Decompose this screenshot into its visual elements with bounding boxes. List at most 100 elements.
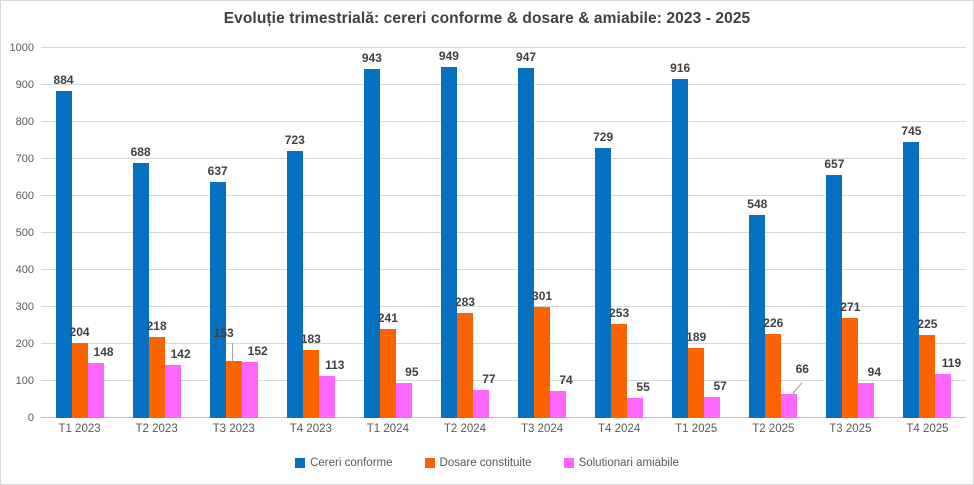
x-axis-label: T3 2024 (520, 423, 564, 435)
bar-value-label: 301 (532, 288, 553, 303)
legend-swatch-icon (424, 458, 435, 468)
bar-cereri-conforme[interactable]: 943 (362, 51, 382, 418)
bar-dosare-constituite[interactable]: 241 (378, 311, 398, 418)
bar-cluster: 916 189 57 (670, 61, 727, 418)
legend-item-solutionari-amiabile[interactable]: Solutionari amiabile (563, 457, 679, 469)
bar-solutionari-amiabile[interactable]: 113 (318, 358, 344, 418)
legend-item-dosare-constituite[interactable]: Dosare constituite (424, 457, 532, 469)
bar-group: 947 301 74 (504, 48, 581, 418)
x-axis-label: T4 2025 (906, 423, 949, 435)
bar-solutionari-amiabile[interactable]: 152 (241, 344, 268, 418)
gridline (41, 269, 966, 270)
bar-cluster: 657 271 94 (824, 157, 881, 418)
gridline (41, 158, 966, 159)
bar-dosare-constituite[interactable]: 183 (301, 332, 321, 418)
bar-cluster: 729 253 55 (593, 130, 650, 418)
bar-dosare-constituite[interactable]: 225 (917, 317, 937, 418)
bar-cereri-conforme[interactable]: 729 (593, 130, 613, 418)
bar-solutionari-amiabile[interactable]: 57 (704, 379, 727, 418)
bar-solutionari-amiabile[interactable]: 95 (395, 365, 419, 418)
bar-cluster: 947 301 74 (516, 50, 573, 418)
y-tick-label: 600 (15, 190, 34, 202)
chart-title: Evoluție trimestrială: cereri conforme &… (223, 10, 751, 27)
x-axis-label: T1 2024 (366, 423, 409, 435)
bar-solutionari-amiabile[interactable]: 55 (627, 380, 650, 418)
bar-dosare-constituite[interactable]: 153 (214, 326, 242, 418)
bar-group: 745 225 119 (889, 48, 966, 418)
bar-cluster: 943 241 95 (362, 51, 419, 418)
bar-solutionari-amiabile[interactable]: 142 (164, 347, 191, 418)
y-axis: 0 100 200 300 400 500 600 700 800 900 1000 (1, 42, 34, 424)
bar-dosare-constituite[interactable]: 189 (686, 330, 706, 418)
bar-value-label: 142 (170, 347, 191, 362)
bar-value-label: 688 (130, 145, 151, 160)
bar-cereri-conforme[interactable]: 688 (131, 145, 151, 418)
label-leader-line (792, 381, 803, 394)
y-tick-label: 500 (15, 227, 34, 239)
bar-group: 949 283 77 (426, 48, 503, 418)
legend-item-cereri-conforme[interactable]: Cereri conforme (295, 457, 393, 469)
bar-solutionari-amiabile[interactable]: 94 (858, 365, 881, 418)
y-tick-label: 800 (15, 116, 34, 128)
bar-cereri-conforme[interactable]: 916 (670, 61, 690, 418)
bar-cereri-conforme[interactable]: 723 (285, 133, 305, 418)
bar-value-label: 204 (69, 324, 90, 339)
bar-cereri-conforme[interactable]: 949 (439, 49, 459, 418)
bar-value-label: 283 (454, 295, 475, 310)
bar-value-label: 943 (361, 51, 382, 66)
bar-value-label: 916 (670, 61, 691, 76)
bar-cluster: 949 283 77 (439, 49, 496, 418)
bar-dosare-constituite[interactable]: 218 (147, 319, 167, 418)
x-axis-line (41, 417, 966, 418)
bar-group: 688 218 142 (118, 48, 195, 418)
bar-cereri-conforme[interactable]: 657 (824, 157, 844, 418)
x-axis-label: T4 2023 (289, 423, 332, 435)
bar-dosare-constituite[interactable]: 204 (70, 325, 90, 418)
x-axis-label: T3 2025 (829, 423, 872, 435)
bar-cluster: 723 183 113 (285, 133, 344, 418)
bar-cereri-conforme[interactable]: 637 (208, 164, 228, 418)
bar-value-label: 113 (325, 358, 345, 373)
bar-value-label: 77 (482, 371, 496, 386)
bar-value-label: 189 (686, 330, 707, 345)
bar-dosare-constituite[interactable]: 301 (532, 289, 552, 418)
y-tick-label: 700 (15, 153, 34, 165)
y-tick-label: 100 (15, 375, 34, 387)
bar-cluster: 884 204 148 (54, 73, 114, 418)
bar-group: 884 204 148 (41, 48, 118, 418)
bar-dosare-constituite[interactable]: 253 (609, 306, 629, 418)
bar-value-label: 66 (795, 361, 809, 376)
bar-dosare-constituite[interactable]: 226 (763, 316, 783, 418)
bar-dosare-constituite[interactable]: 283 (455, 295, 475, 418)
bar-value-label: 745 (901, 124, 922, 139)
bar-value-label: 183 (300, 332, 321, 347)
bar-cereri-conforme[interactable]: 884 (54, 73, 74, 418)
bar-value-label: 225 (917, 316, 938, 331)
bar-solutionari-amiabile[interactable]: 119 (935, 356, 961, 418)
x-axis-label: T3 2023 (212, 423, 255, 435)
gridline (41, 195, 966, 196)
bar-dosare-constituite[interactable]: 271 (840, 300, 860, 418)
bar-cluster: 548 226 66 (747, 197, 809, 418)
bar-solutionari-amiabile[interactable]: 74 (550, 373, 573, 418)
x-axis-label: T2 2024 (443, 423, 487, 435)
bar-cereri-conforme[interactable]: 548 (747, 197, 767, 418)
bar-solutionari-amiabile[interactable]: 66 (781, 362, 809, 418)
y-tick-label: 1000 (9, 42, 34, 54)
plot-area: 884 204 148 688 218 142 637 153 152 723 183 113 943 2… (41, 47, 966, 418)
y-tick-label: 900 (15, 79, 34, 91)
bar-value-label: 548 (747, 197, 768, 212)
bar-solutionari-amiabile[interactable]: 77 (472, 372, 496, 418)
bar-cereri-conforme[interactable]: 745 (901, 124, 921, 418)
bar-value-label: 637 (207, 164, 228, 179)
bar-value-label: 723 (284, 132, 305, 147)
bar-cereri-conforme[interactable]: 947 (516, 50, 536, 418)
bar-solutionari-amiabile[interactable]: 148 (87, 345, 114, 418)
bar-value-label: 148 (93, 345, 114, 360)
x-axis-label: T2 2025 (752, 423, 795, 435)
bar-value-label: 241 (377, 310, 398, 325)
gridline (41, 121, 966, 122)
bar-value-label: 218 (146, 319, 167, 334)
gridline (41, 232, 966, 233)
